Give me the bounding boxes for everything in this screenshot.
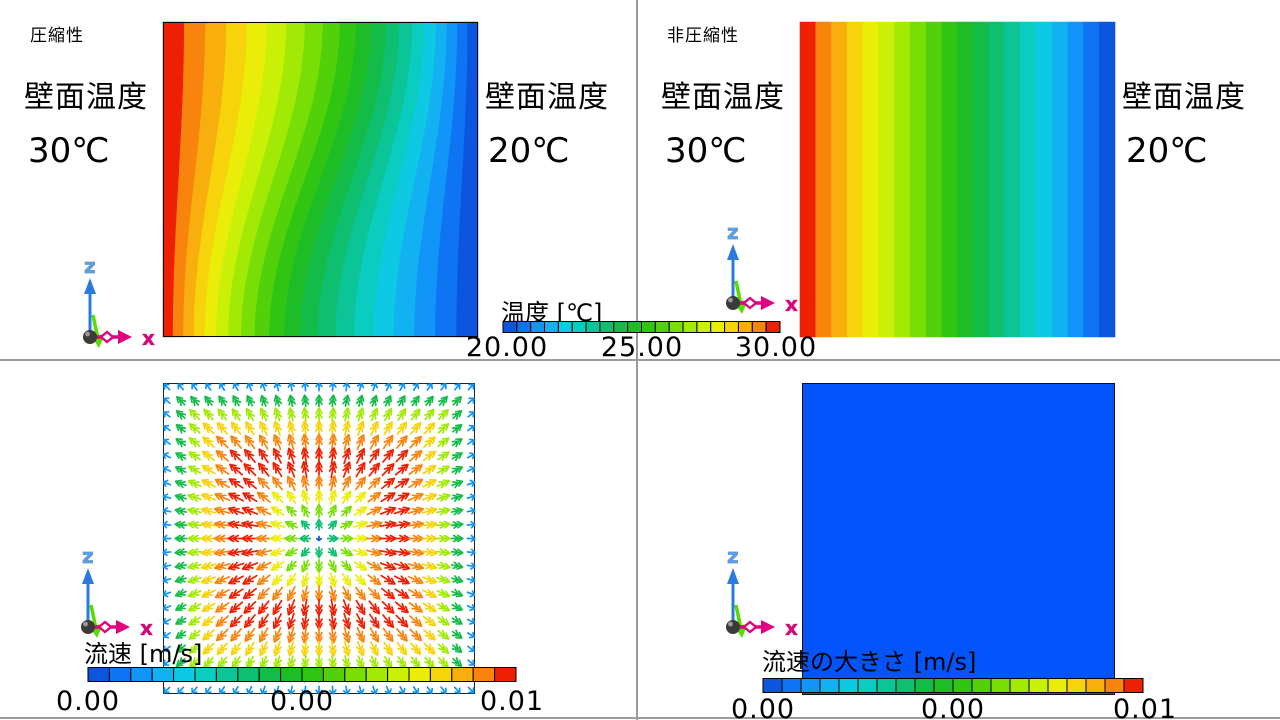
svg-text:z: z xyxy=(727,220,739,244)
tl-right-wall-title: 壁面温度 xyxy=(485,80,609,115)
svg-text:z: z xyxy=(727,544,739,568)
svg-text:z: z xyxy=(82,544,94,568)
velocity-magnitude-tick-max: 0.01 xyxy=(1112,694,1178,720)
axis-triad-icon: zx xyxy=(83,254,155,350)
tr-left-wall-value: 30℃ xyxy=(665,131,747,171)
divider-horizontal xyxy=(0,359,1280,361)
temperature-tick-min: 20.00 xyxy=(465,332,549,363)
tr-right-wall-value: 20℃ xyxy=(1126,131,1208,171)
panel-header-compressible: 圧縮性 xyxy=(30,26,84,46)
svg-text:x: x xyxy=(142,326,155,350)
velocity-tick-mid: 0.00 xyxy=(269,686,335,717)
svg-text:z: z xyxy=(84,254,96,278)
temperature-contour-incompressible xyxy=(799,21,1116,338)
tl-left-wall-value: 30℃ xyxy=(28,131,110,171)
tl-right-wall-value: 20℃ xyxy=(488,131,570,171)
temperature-tick-max: 30.00 xyxy=(734,332,818,363)
velocity-magnitude-field-uniform xyxy=(802,383,1115,695)
velocity-magnitude-tick-mid: 0.00 xyxy=(920,694,986,720)
panel-header-incompressible: 非圧縮性 xyxy=(667,26,739,46)
velocity-magnitude-tick-min: 0.00 xyxy=(730,694,796,720)
axis-triad-icon: zx xyxy=(81,544,153,640)
svg-text:x: x xyxy=(140,616,153,640)
tl-left-wall-title: 壁面温度 xyxy=(24,80,148,115)
svg-text:x: x xyxy=(785,616,798,640)
velocity-colorbar-title: 流速 [m/s] xyxy=(84,640,203,668)
tr-left-wall-title: 壁面温度 xyxy=(661,80,785,115)
tr-right-wall-title: 壁面温度 xyxy=(1122,80,1246,115)
velocity-vector-field xyxy=(162,382,476,695)
temperature-colorbar xyxy=(502,321,781,333)
divider-bottom xyxy=(0,717,1280,719)
axis-triad-icon: zx xyxy=(726,544,798,640)
velocity-colorbar xyxy=(87,667,517,682)
temperature-tick-mid: 25.00 xyxy=(600,332,684,363)
velocity-magnitude-colorbar xyxy=(762,678,1144,693)
temperature-contour-compressible xyxy=(162,21,479,338)
svg-text:x: x xyxy=(785,292,798,316)
velocity-tick-min: 0.00 xyxy=(55,686,121,717)
velocity-tick-max: 0.01 xyxy=(479,686,545,717)
axis-triad-icon: zx xyxy=(726,220,798,316)
velocity-magnitude-colorbar-title: 流速の大きさ [m/s] xyxy=(762,648,977,676)
